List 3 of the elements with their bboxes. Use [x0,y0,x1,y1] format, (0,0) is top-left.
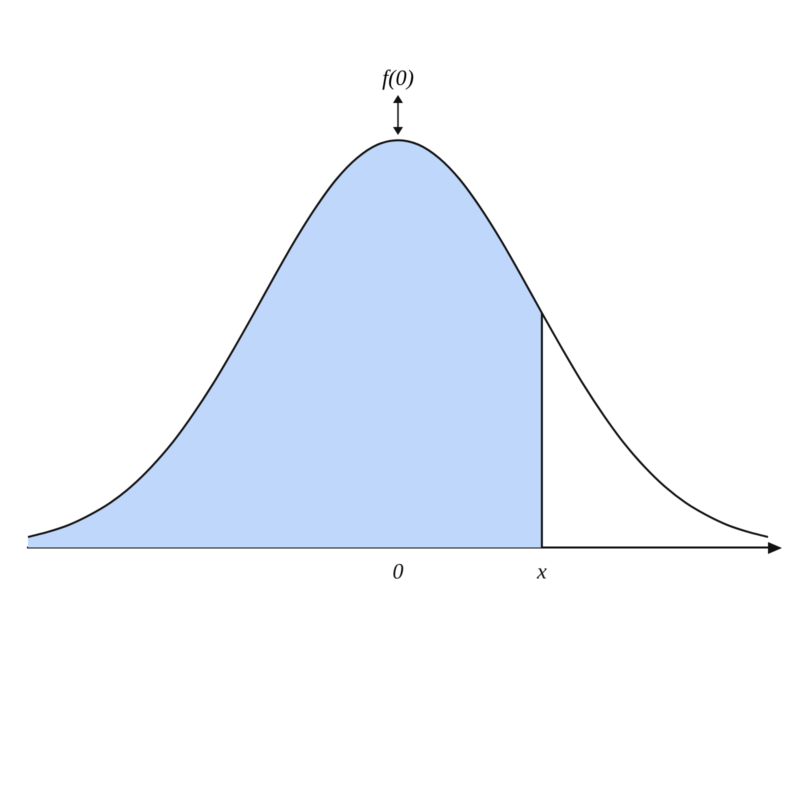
x-tick-label: x [536,558,548,584]
x-tick-label: 0 [392,558,404,584]
annotation: f(0) [382,64,414,90]
